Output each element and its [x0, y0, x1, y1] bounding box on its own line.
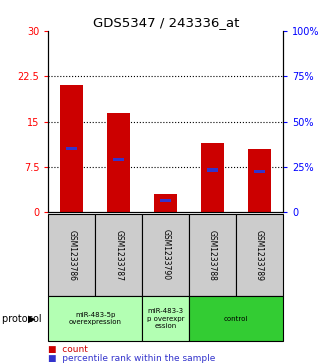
Text: miR-483-3
p overexpr
ession: miR-483-3 p overexpr ession — [147, 308, 184, 329]
Bar — [201, 143, 224, 212]
Bar — [248, 149, 271, 212]
Text: miR-483-5p
overexpression: miR-483-5p overexpression — [69, 312, 122, 325]
Text: ■  percentile rank within the sample: ■ percentile rank within the sample — [48, 354, 216, 363]
Bar — [154, 194, 177, 212]
Text: ▶: ▶ — [28, 314, 36, 323]
Text: GSM1233787: GSM1233787 — [114, 229, 123, 281]
Bar — [161, 199, 171, 202]
Text: GDS5347 / 243336_at: GDS5347 / 243336_at — [93, 16, 240, 29]
Bar — [60, 85, 84, 212]
Bar — [67, 147, 77, 150]
Bar — [254, 170, 265, 173]
Bar — [114, 158, 124, 160]
Text: GSM1233790: GSM1233790 — [161, 229, 170, 281]
Text: ■  count: ■ count — [48, 345, 88, 354]
Text: protocol: protocol — [2, 314, 44, 323]
Text: GSM1233786: GSM1233786 — [67, 229, 76, 281]
Bar — [207, 168, 218, 171]
Text: GSM1233789: GSM1233789 — [255, 229, 264, 281]
Text: control: control — [224, 315, 248, 322]
Bar — [107, 113, 131, 212]
Text: GSM1233788: GSM1233788 — [208, 229, 217, 281]
